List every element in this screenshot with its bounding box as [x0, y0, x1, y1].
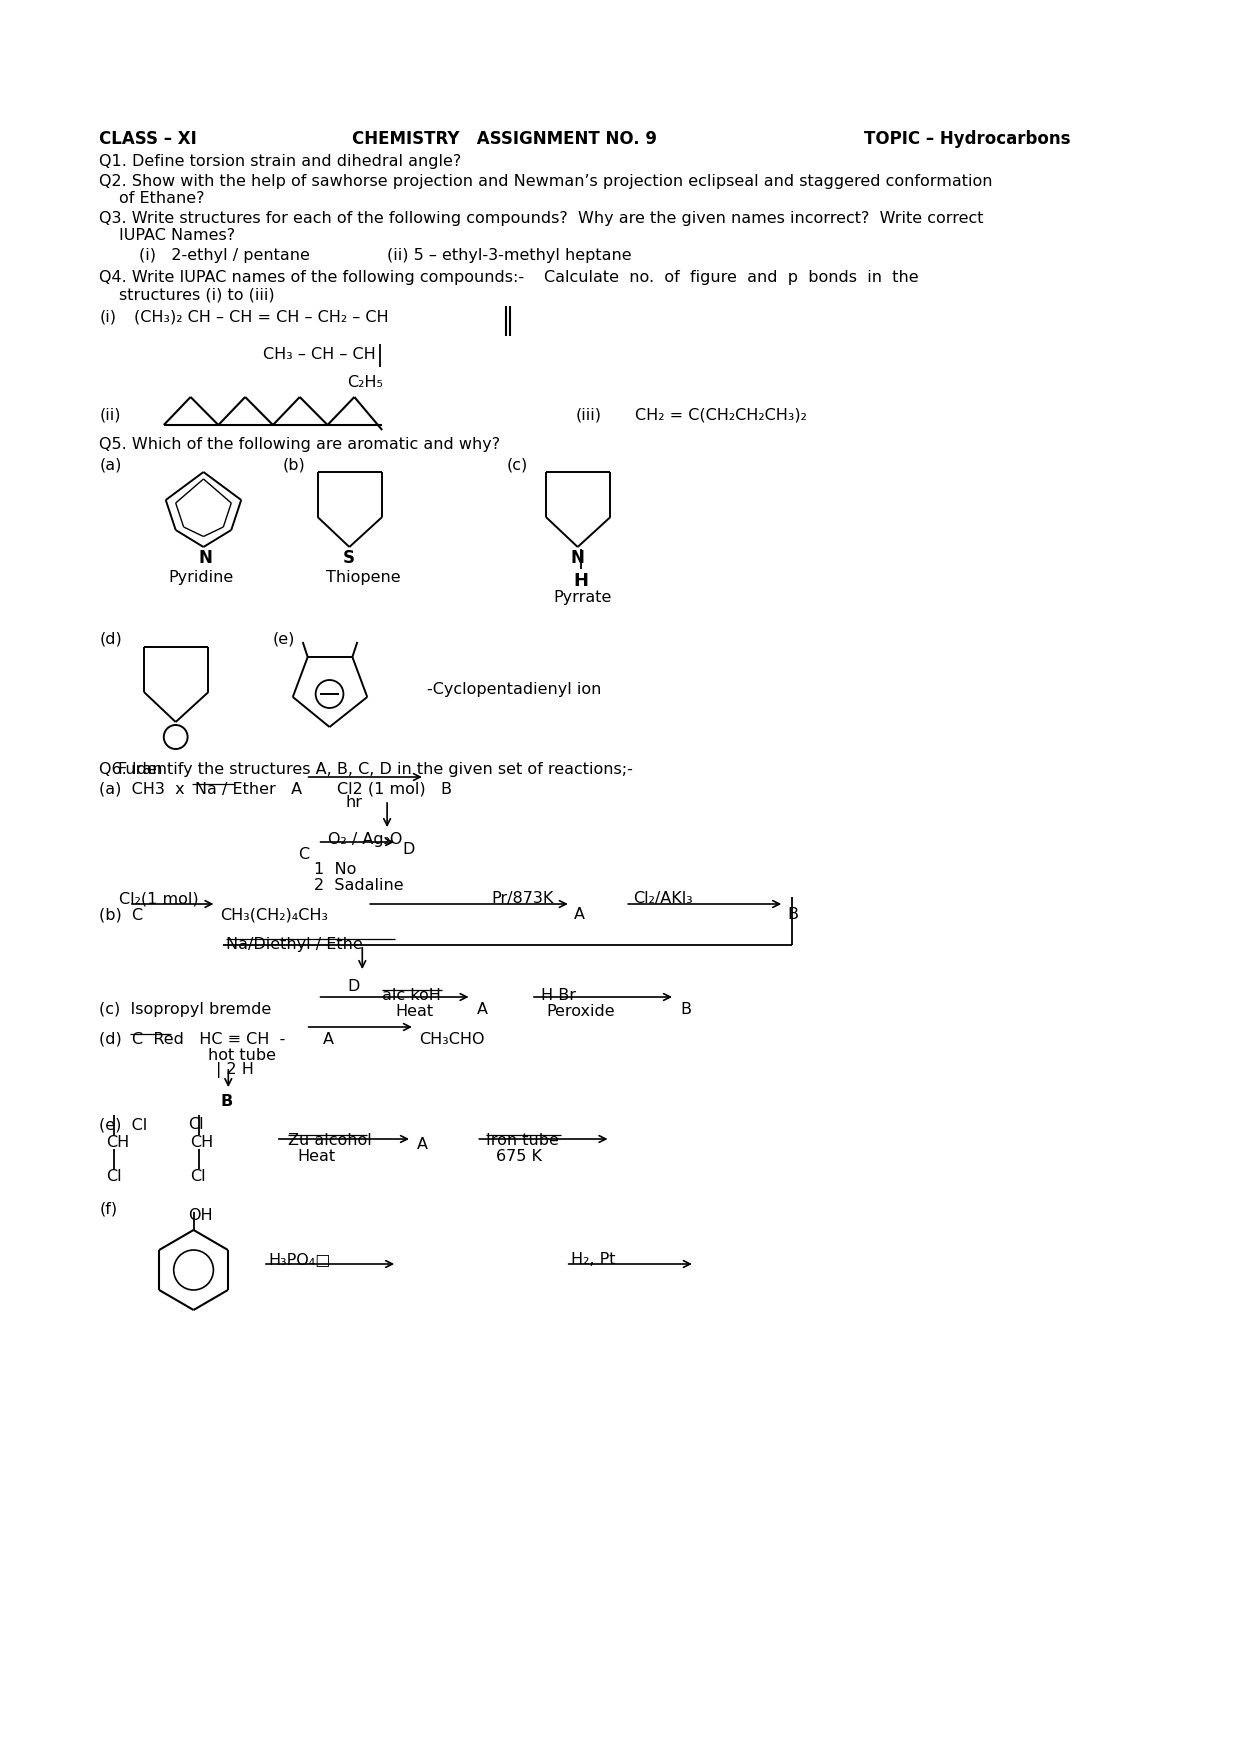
Text: | 2 H: | 2 H: [216, 1061, 254, 1079]
Text: of Ethane?: of Ethane?: [119, 191, 205, 205]
Text: Furan: Furan: [117, 761, 163, 777]
Text: A: A: [417, 1137, 428, 1152]
Text: hot tube: hot tube: [208, 1047, 277, 1063]
Text: S: S: [343, 549, 355, 567]
Text: A: A: [323, 1031, 334, 1047]
Text: structures (i) to (iii): structures (i) to (iii): [119, 288, 274, 302]
Text: B: B: [680, 1002, 691, 1017]
Text: (CH₃)₂ CH – CH = CH – CH₂ – CH: (CH₃)₂ CH – CH = CH – CH₂ – CH: [134, 309, 388, 324]
Text: Cl: Cl: [191, 1168, 206, 1184]
Text: (e)  Cl: (e) Cl: [99, 1117, 148, 1131]
Text: CH: CH: [191, 1135, 213, 1151]
Text: Zu alcohol: Zu alcohol: [288, 1133, 371, 1149]
Text: alc koH: alc koH: [382, 988, 441, 1003]
Text: 675 K: 675 K: [496, 1149, 542, 1165]
Text: Iron tube: Iron tube: [486, 1133, 560, 1149]
Text: Heat: Heat: [395, 1003, 433, 1019]
Text: Thiopene: Thiopene: [325, 570, 400, 586]
Text: A: A: [573, 907, 585, 923]
Text: Q4. Write IUPAC names of the following compounds:-: Q4. Write IUPAC names of the following c…: [99, 270, 525, 284]
Text: (e): (e): [273, 631, 295, 647]
Text: A: A: [477, 1002, 488, 1017]
Text: OH: OH: [189, 1209, 213, 1223]
Text: TOPIC – Hydrocarbons: TOPIC – Hydrocarbons: [864, 130, 1070, 147]
Text: O₂ / Ag₂O: O₂ / Ag₂O: [328, 831, 402, 847]
Text: Pyrrate: Pyrrate: [553, 589, 612, 605]
Text: CH₃ – CH – CH: CH₃ – CH – CH: [263, 347, 376, 361]
Text: Na/Diethyl / Ethe: Na/Diethyl / Ethe: [226, 937, 364, 952]
Text: Cl₂/AKl₃: Cl₂/AKl₃: [633, 891, 692, 907]
Text: Pr/873K: Pr/873K: [491, 891, 553, 907]
Text: B: B: [221, 1094, 232, 1109]
Text: (iii): (iii): [576, 407, 602, 423]
Text: Q3. Write structures for each of the following compounds?  Why are the given nam: Q3. Write structures for each of the fol…: [99, 210, 984, 226]
Text: 1  No: 1 No: [314, 861, 356, 877]
Text: (ii): (ii): [99, 407, 120, 423]
Text: H Br: H Br: [541, 988, 576, 1003]
Text: B: B: [787, 907, 798, 923]
Text: Pyridine: Pyridine: [169, 570, 235, 586]
Text: (d)  C  Red   HC ≡ CH  -: (d) C Red HC ≡ CH -: [99, 1031, 285, 1047]
Text: (b)  C: (b) C: [99, 907, 144, 923]
Text: CH₃(CH₂)₄CH₃: CH₃(CH₂)₄CH₃: [221, 907, 329, 923]
Text: 2  Sadaline: 2 Sadaline: [314, 879, 403, 893]
Text: Q6. Identify the structures A, B, C, D in the given set of reactions;-: Q6. Identify the structures A, B, C, D i…: [99, 761, 633, 777]
Text: Q5. Which of the following are aromatic and why?: Q5. Which of the following are aromatic …: [99, 437, 500, 453]
Text: (a): (a): [99, 458, 122, 472]
Text: Cl: Cl: [189, 1117, 205, 1131]
Text: Peroxide: Peroxide: [546, 1003, 614, 1019]
Text: -Cyclopentadienyl ion: -Cyclopentadienyl ion: [427, 682, 601, 696]
Text: Q2. Show with the help of sawhorse projection and Newman’s projection eclipseal : Q2. Show with the help of sawhorse proje…: [99, 174, 993, 189]
Text: Cl₂(1 mol): Cl₂(1 mol): [119, 891, 199, 907]
Text: (a)  CH3  x  Na / Ether   A: (a) CH3 x Na / Ether A: [99, 782, 303, 796]
Text: hr: hr: [345, 795, 362, 810]
Text: H: H: [573, 572, 588, 589]
Text: N: N: [571, 549, 585, 567]
Text: C: C: [298, 847, 309, 861]
Text: H₃PO₄□: H₃PO₄□: [268, 1252, 330, 1266]
Text: (i)   2-ethyl / pentane: (i) 2-ethyl / pentane: [139, 247, 310, 263]
Text: CH₃CHO: CH₃CHO: [419, 1031, 484, 1047]
Text: CH: CH: [107, 1135, 129, 1151]
Text: H₂, Pt: H₂, Pt: [571, 1252, 616, 1266]
Text: Heat: Heat: [298, 1149, 336, 1165]
Text: N: N: [199, 549, 212, 567]
Text: Q1. Define torsion strain and dihedral angle?: Q1. Define torsion strain and dihedral a…: [99, 154, 462, 168]
Text: CH₂ = C(CH₂CH₂CH₃)₂: CH₂ = C(CH₂CH₂CH₃)₂: [635, 407, 807, 423]
Text: D: D: [402, 842, 414, 858]
Text: (b): (b): [283, 458, 305, 472]
Text: (c): (c): [506, 458, 527, 472]
Circle shape: [315, 681, 344, 709]
Text: (f): (f): [99, 1201, 118, 1217]
Text: Calculate  no.  of  figure  and  p  bonds  in  the: Calculate no. of figure and p bonds in t…: [544, 270, 918, 284]
Text: (i): (i): [99, 309, 117, 324]
Text: (c)  Isopropyl bremde: (c) Isopropyl bremde: [99, 1002, 272, 1017]
Text: CHEMISTRY   ASSIGNMENT NO. 9: CHEMISTRY ASSIGNMENT NO. 9: [352, 130, 658, 147]
Text: C₂H₅: C₂H₅: [347, 375, 383, 389]
Text: (ii) 5 – ethyl-3-methyl heptane: (ii) 5 – ethyl-3-methyl heptane: [387, 247, 632, 263]
Text: CLASS – XI: CLASS – XI: [99, 130, 197, 147]
Text: D: D: [347, 979, 360, 995]
Text: Cl: Cl: [107, 1168, 122, 1184]
Text: Cl2 (1 mol)   B: Cl2 (1 mol) B: [338, 782, 453, 796]
Text: (d): (d): [99, 631, 122, 647]
Text: IUPAC Names?: IUPAC Names?: [119, 228, 236, 244]
